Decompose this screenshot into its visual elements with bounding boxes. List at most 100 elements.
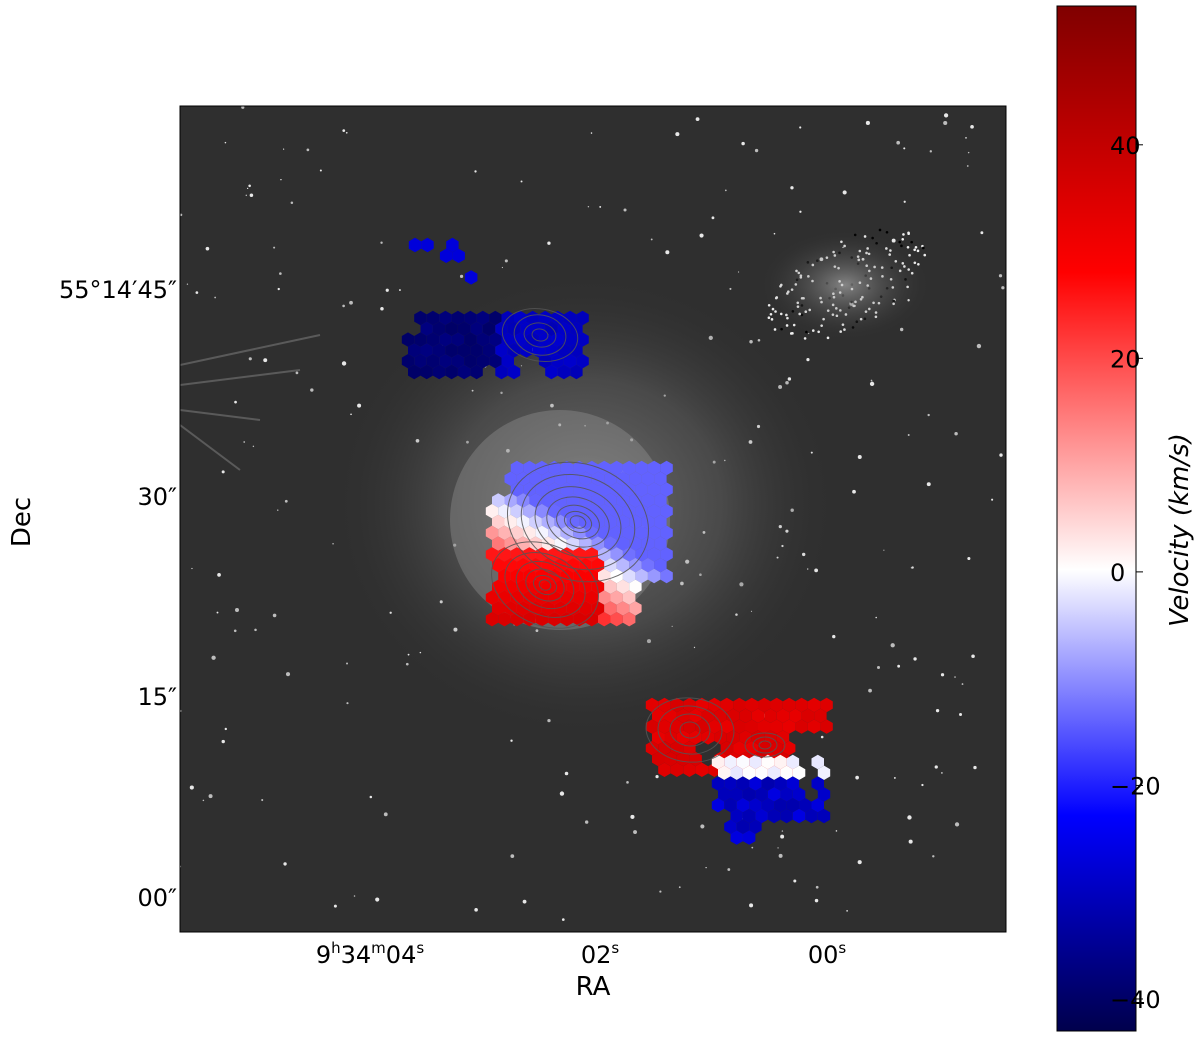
- velocity-cell: [755, 765, 768, 780]
- velocity-cell: [610, 547, 623, 562]
- velocity-cell: [730, 787, 743, 802]
- velocity-cell: [563, 332, 577, 347]
- contour-line: [744, 732, 786, 758]
- cloud-speck: [921, 246, 925, 250]
- contour-line: [532, 574, 558, 596]
- contour-line: [531, 328, 549, 342]
- colorbar-title: Velocity (km/s): [1165, 433, 1195, 627]
- star: [954, 822, 960, 827]
- velocity-cell: [598, 482, 611, 497]
- velocity-cell: [591, 601, 605, 616]
- velocity-cell: [554, 493, 567, 508]
- cloud-speck: [803, 337, 807, 340]
- star: [626, 781, 629, 784]
- star: [926, 482, 931, 487]
- star: [875, 616, 877, 619]
- velocity-cell: [635, 568, 648, 584]
- velocity-cell: [573, 547, 586, 562]
- velocity-cell: [767, 765, 781, 780]
- velocity-cell: [820, 719, 833, 734]
- star: [932, 855, 935, 858]
- star: [341, 361, 347, 366]
- star: [353, 895, 356, 897]
- star: [773, 232, 776, 235]
- velocity-cell: [566, 471, 580, 486]
- colorbar: 40 20 0 −20 −40 Velocity (km/s): [1056, 5, 1195, 1032]
- velocity-cell: [495, 364, 508, 380]
- velocity-cell: [445, 321, 458, 336]
- velocity-cell: [510, 504, 524, 519]
- velocity-cell: [770, 741, 783, 756]
- velocity-cell: [501, 332, 514, 347]
- velocity-cell: [573, 460, 586, 476]
- velocity-cell: [641, 471, 655, 486]
- contour-line: [525, 568, 565, 602]
- star: [737, 271, 740, 273]
- star: [243, 441, 246, 443]
- velocity-cell: [749, 754, 762, 770]
- star: [835, 830, 838, 832]
- velocity-cell: [492, 601, 505, 616]
- star: [959, 713, 963, 716]
- velocity-cell: [510, 547, 524, 562]
- velocity-cell: [566, 601, 580, 616]
- velocity-cell: [573, 504, 586, 519]
- star: [991, 498, 994, 501]
- star: [217, 572, 221, 577]
- star: [254, 628, 257, 632]
- velocity-cell: [535, 612, 549, 627]
- star: [224, 141, 227, 144]
- velocity-cell: [470, 343, 483, 358]
- velocity-cell: [730, 830, 743, 845]
- velocity-cell: [807, 719, 821, 734]
- velocity-cell: [510, 482, 524, 497]
- velocity-cell: [652, 751, 665, 767]
- velocity-cell: [492, 514, 505, 530]
- velocity-cell: [470, 321, 483, 336]
- star: [665, 250, 670, 255]
- contour-line: [679, 721, 701, 739]
- velocity-cell: [742, 808, 756, 824]
- velocity-cell: [652, 708, 665, 723]
- velocity-cell: [470, 364, 483, 380]
- velocity-cell: [507, 321, 521, 336]
- velocity-cell: [817, 808, 831, 824]
- velocity-cell: [498, 547, 511, 562]
- velocity-cell: [498, 525, 511, 540]
- velocity-cell: [726, 708, 740, 723]
- velocity-cell: [755, 787, 768, 802]
- velocity-cell: [439, 354, 452, 369]
- plot-frame: [179, 105, 1007, 933]
- velocity-cell: [485, 504, 499, 519]
- velocity-cell: [654, 471, 667, 486]
- star: [934, 765, 938, 769]
- velocity-cell: [622, 590, 636, 605]
- velocity-cell: [695, 697, 709, 713]
- velocity-cell: [535, 482, 549, 497]
- contour-line: [523, 322, 557, 348]
- star: [474, 908, 478, 912]
- star: [590, 132, 593, 134]
- star: [510, 739, 513, 742]
- velocity-cell: [739, 708, 752, 723]
- contour-line: [569, 515, 587, 529]
- colorbar-tick-label: 0: [1110, 559, 1125, 587]
- velocity-cell: [751, 708, 765, 723]
- velocity-cell: [485, 590, 499, 605]
- velocity-cell: [548, 525, 561, 540]
- velocity-cell: [811, 754, 824, 770]
- velocity-cell: [591, 514, 605, 530]
- velocity-cell: [451, 332, 465, 347]
- star: [711, 216, 715, 220]
- velocity-cell: [770, 719, 783, 734]
- star: [346, 662, 349, 665]
- star: [806, 358, 810, 362]
- velocity-cell: [498, 612, 511, 627]
- velocity-cell: [635, 525, 648, 540]
- velocity-cell: [767, 787, 781, 802]
- star: [846, 909, 848, 912]
- velocity-cell: [432, 321, 446, 336]
- star: [793, 879, 797, 883]
- colorbar-gradient: [1056, 5, 1137, 1032]
- star: [248, 357, 252, 361]
